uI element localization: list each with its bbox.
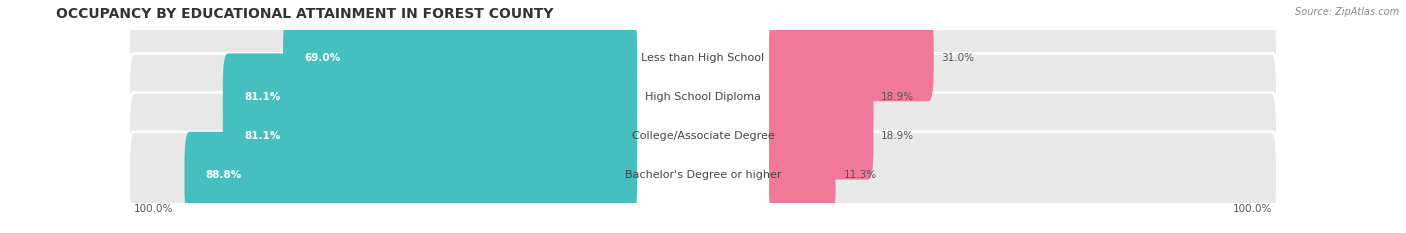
Text: 100.0%: 100.0% (134, 204, 173, 214)
Text: 81.1%: 81.1% (245, 92, 280, 102)
FancyBboxPatch shape (222, 53, 637, 140)
Text: 88.8%: 88.8% (205, 170, 242, 180)
FancyBboxPatch shape (769, 93, 1277, 180)
Text: Source: ZipAtlas.com: Source: ZipAtlas.com (1295, 7, 1399, 17)
Text: 18.9%: 18.9% (882, 92, 914, 102)
FancyBboxPatch shape (769, 53, 1277, 140)
Text: Less than High School: Less than High School (641, 53, 765, 63)
FancyBboxPatch shape (129, 53, 637, 140)
Text: 11.3%: 11.3% (844, 170, 876, 180)
FancyBboxPatch shape (184, 132, 637, 219)
FancyBboxPatch shape (129, 132, 637, 219)
Text: 69.0%: 69.0% (305, 53, 340, 63)
FancyBboxPatch shape (769, 14, 1277, 101)
Text: High School Diploma: High School Diploma (645, 92, 761, 102)
Text: 31.0%: 31.0% (942, 53, 974, 63)
FancyBboxPatch shape (129, 14, 637, 101)
FancyBboxPatch shape (222, 93, 637, 180)
FancyBboxPatch shape (769, 132, 1277, 219)
Text: 81.1%: 81.1% (245, 131, 280, 141)
FancyBboxPatch shape (769, 53, 873, 140)
FancyBboxPatch shape (769, 132, 835, 219)
Text: 100.0%: 100.0% (1233, 204, 1272, 214)
Text: OCCUPANCY BY EDUCATIONAL ATTAINMENT IN FOREST COUNTY: OCCUPANCY BY EDUCATIONAL ATTAINMENT IN F… (56, 7, 554, 21)
Text: College/Associate Degree: College/Associate Degree (631, 131, 775, 141)
FancyBboxPatch shape (769, 14, 934, 101)
Text: 18.9%: 18.9% (882, 131, 914, 141)
Text: Bachelor's Degree or higher: Bachelor's Degree or higher (624, 170, 782, 180)
FancyBboxPatch shape (769, 93, 873, 180)
FancyBboxPatch shape (283, 14, 637, 101)
FancyBboxPatch shape (129, 93, 637, 180)
